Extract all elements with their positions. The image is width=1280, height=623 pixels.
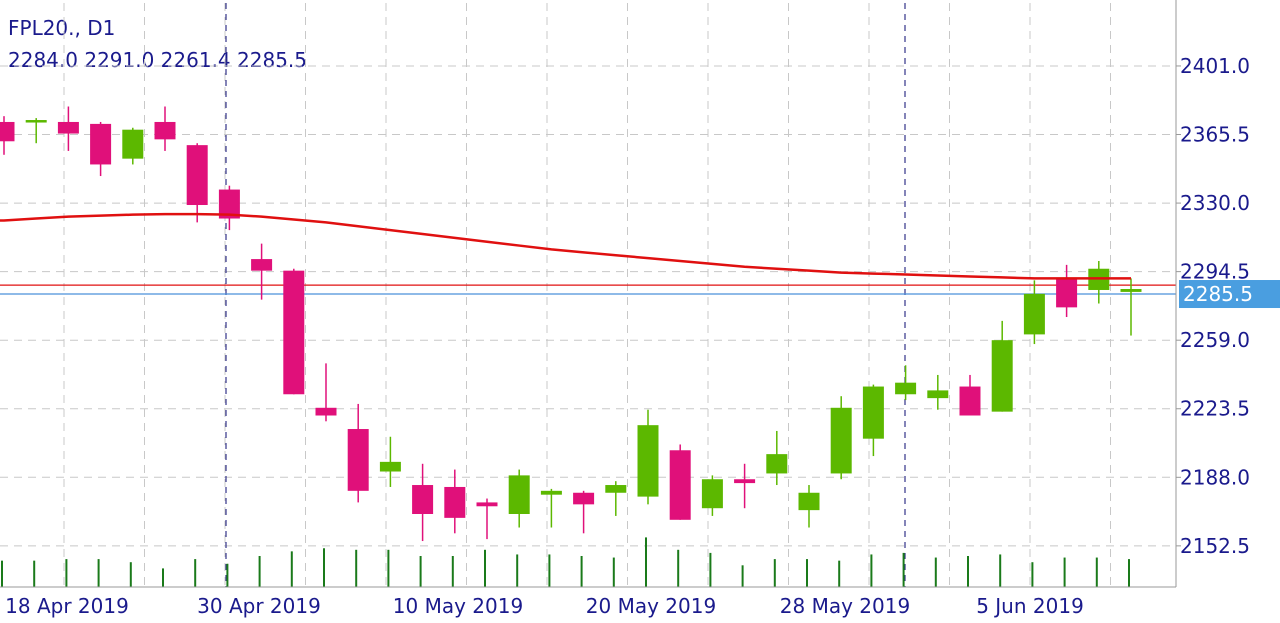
candle-body [218, 189, 240, 219]
candles [0, 106, 1142, 542]
candle [347, 403, 369, 503]
candle-body [508, 475, 530, 514]
candle-body [669, 450, 691, 520]
candle [540, 488, 562, 528]
candle [830, 396, 852, 480]
period-separators [225, 3, 906, 587]
candle [57, 106, 79, 151]
candle-body [122, 129, 144, 159]
grid [0, 3, 1176, 587]
volume-bars [1, 537, 1130, 587]
candle [637, 409, 659, 505]
candle [573, 490, 595, 534]
price-lines [0, 284, 1176, 295]
candle-body [0, 121, 15, 142]
candle [862, 384, 884, 457]
candle-body [927, 390, 949, 399]
y-tick-label: 2294.5 [1180, 260, 1250, 284]
candle-body [573, 492, 595, 505]
candle [991, 320, 1013, 412]
candle [959, 374, 981, 416]
candle-body [154, 121, 176, 140]
candle [895, 365, 917, 401]
candle-body [315, 407, 337, 416]
candle [412, 463, 434, 542]
candle-body [734, 479, 756, 484]
y-tick-label: 2365.5 [1180, 123, 1250, 147]
candle-body [283, 270, 305, 395]
candle [766, 430, 788, 486]
candle [1120, 278, 1142, 336]
candle [315, 363, 337, 422]
candle-body [1023, 293, 1045, 335]
candle-body [830, 407, 852, 474]
candle-body [895, 382, 917, 395]
candle [444, 469, 466, 534]
candle [283, 268, 305, 395]
candle-body [637, 425, 659, 497]
candle [927, 374, 949, 410]
candle-body [57, 121, 79, 134]
ohlc-readout: 2284.0 2291.0 2261.4 2285.5 [8, 48, 307, 72]
candle-body [412, 485, 434, 514]
candle-body [186, 145, 208, 206]
candle-body [605, 485, 627, 493]
moving-average [0, 212, 1131, 280]
y-tick-label: 2330.0 [1180, 191, 1250, 215]
candle [1056, 264, 1078, 318]
candle [508, 469, 530, 528]
candle-body [25, 120, 47, 123]
x-tick-label: 28 May 2019 [780, 594, 910, 618]
candle [605, 481, 627, 516]
candle-body [347, 429, 369, 491]
candle-body [959, 386, 981, 416]
candle-body [1120, 289, 1142, 292]
x-tick-label: 30 Apr 2019 [197, 594, 321, 618]
candle-body [444, 486, 466, 518]
candle [122, 127, 144, 165]
candle-body [476, 502, 498, 507]
candle-body [251, 259, 273, 271]
y-tick-label: 2152.5 [1180, 534, 1250, 558]
candle [90, 121, 112, 177]
y-tick-label: 2188.0 [1180, 465, 1250, 489]
candle [669, 444, 691, 520]
candle-body [862, 386, 884, 439]
x-tick-label: 18 Apr 2019 [5, 594, 129, 618]
candle-body [90, 123, 112, 165]
candle [25, 118, 47, 144]
candle [734, 463, 756, 509]
x-tick-label: 10 May 2019 [393, 594, 523, 618]
candle-body [991, 340, 1013, 412]
moving-average-line [0, 212, 1131, 280]
current-price-label: 2285.5 [1183, 282, 1253, 306]
candle [218, 185, 240, 231]
candle-body [701, 479, 723, 509]
candle [1088, 261, 1110, 304]
current-price-label-bg [1179, 280, 1280, 309]
candle [701, 475, 723, 516]
y-tick-label: 2223.5 [1180, 397, 1250, 421]
candle [1023, 280, 1045, 345]
candle-body [540, 490, 562, 495]
x-tick-label: 5 Jun 2019 [976, 594, 1084, 618]
chart-symbol-title: FPL20., D1 [8, 16, 116, 40]
y-tick-label: 2401.0 [1180, 54, 1250, 78]
candle [476, 498, 498, 540]
candle [379, 436, 401, 487]
candle-body [798, 492, 820, 511]
candle-body [766, 454, 788, 474]
candle-body [379, 461, 401, 472]
candle [251, 243, 273, 300]
x-tick-label: 20 May 2019 [586, 594, 716, 618]
candle [798, 485, 820, 528]
y-tick-label: 2259.0 [1180, 328, 1250, 352]
candle [186, 143, 208, 223]
candle [154, 106, 176, 151]
candle [0, 116, 15, 155]
candle-body [1056, 278, 1078, 308]
